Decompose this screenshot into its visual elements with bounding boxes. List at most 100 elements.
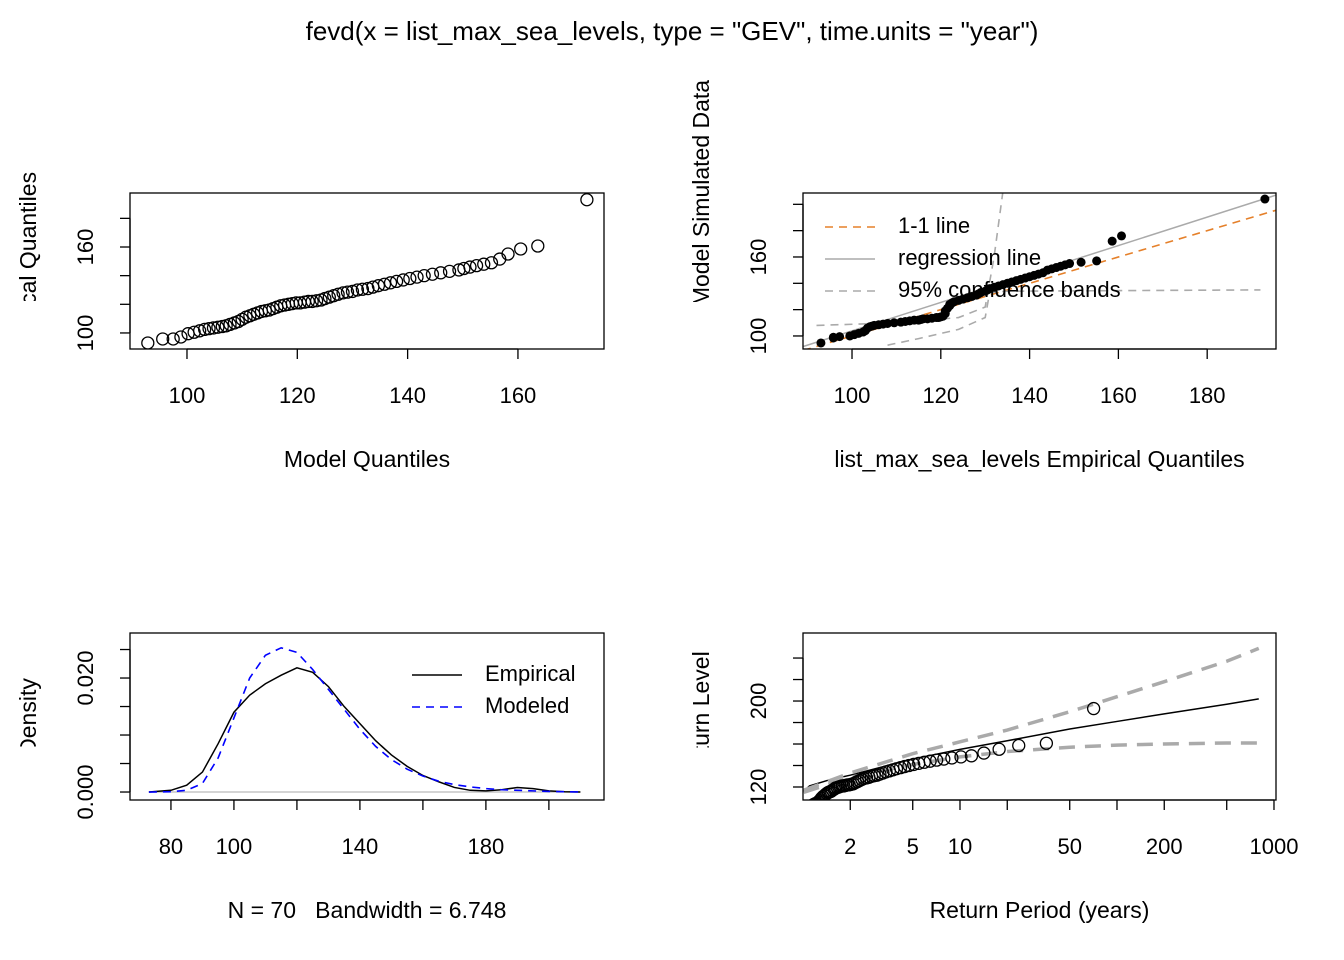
point (580, 193, 594, 207)
point (501, 247, 515, 261)
point (1086, 701, 1101, 716)
series-line (148, 646, 581, 793)
panel: 100 120 140 160 180 100 160 list_max_sea_levels… (688, 80, 1277, 472)
x-tick-label: 140 (1011, 383, 1048, 408)
point (410, 270, 424, 284)
point (174, 330, 188, 344)
point (1092, 256, 1102, 266)
plot-area (803, 193, 1276, 349)
x-tick-label: 160 (1100, 383, 1137, 408)
point (202, 322, 216, 336)
point (383, 276, 398, 290)
x-tick-label: 140 (389, 383, 426, 408)
point (371, 279, 386, 293)
legend-label: regression line (898, 245, 1041, 270)
point (350, 283, 365, 297)
x-tick-label: 100 (216, 834, 253, 859)
series-line (887, 289, 1261, 346)
x-tick-label: 140 (342, 834, 379, 859)
x-tick-label: 2 (844, 834, 856, 859)
point (902, 758, 916, 773)
point (141, 336, 155, 349)
panel: 2 5 10 50 200 1000 120 200 Return Period (years)… (688, 632, 1299, 923)
y-axis-title: Empirical Quantiles (15, 172, 41, 370)
point (469, 258, 484, 273)
point (331, 287, 345, 301)
point (531, 239, 545, 253)
point (907, 757, 921, 772)
panel: 100 120 140 160 100 160 Model Quantiles Empiric… (15, 172, 605, 472)
x-tick-label: 120 (279, 383, 316, 408)
legend-label: Modeled (485, 693, 569, 718)
panel: 80 100 140 180 0.000 0.020 N = 70 Bandwidth = … (15, 632, 605, 923)
point (403, 271, 417, 286)
point (1065, 259, 1075, 269)
point (816, 338, 826, 348)
point (1039, 736, 1054, 750)
x-tick-label: 120 (922, 383, 959, 408)
reference-line (805, 209, 1276, 349)
point (802, 803, 814, 815)
point (305, 294, 319, 309)
point (477, 257, 491, 271)
x-tick-label: 100 (834, 383, 871, 408)
y-tick-label: 160 (73, 229, 98, 266)
point (389, 274, 404, 289)
x-axis-title: N = 70 Bandwidth = 6.748 (228, 897, 507, 923)
point (1107, 236, 1117, 246)
point (309, 294, 324, 308)
point (197, 322, 212, 337)
point (166, 332, 180, 346)
point (835, 332, 845, 342)
point (484, 256, 499, 270)
y-tick-label: 0.020 (73, 650, 98, 705)
point (808, 798, 817, 800)
series-line (816, 193, 1004, 327)
series-line (803, 646, 1260, 792)
point (804, 801, 816, 813)
point (301, 294, 315, 309)
plot-area (148, 646, 581, 793)
point (377, 277, 392, 291)
x-tick-label: 160 (500, 383, 537, 408)
y-axis-title: Density (15, 678, 41, 755)
point (799, 807, 811, 819)
point (977, 746, 991, 760)
point (992, 742, 1006, 756)
point (1117, 231, 1127, 241)
y-tick-label: 100 (746, 318, 771, 355)
point (361, 281, 375, 296)
x-tick-label: 50 (1057, 834, 1081, 859)
y-tick-label: 200 (746, 683, 771, 720)
series-line (803, 741, 1259, 795)
point (396, 273, 410, 287)
y-axis-title: Return Level (688, 651, 714, 781)
point (917, 755, 931, 769)
point (923, 754, 937, 768)
point (442, 264, 457, 279)
point (457, 261, 471, 276)
point (193, 324, 207, 338)
point (964, 749, 979, 763)
x-axis-title: Model Quantiles (284, 446, 450, 472)
x-tick-label: 200 (1146, 834, 1183, 859)
point (1260, 194, 1270, 204)
x-tick-label: 5 (907, 834, 919, 859)
y-axis-title: Quantiles from Model Simulated Data (688, 80, 714, 462)
x-tick-label: 1000 (1250, 834, 1299, 859)
legend-label: 1-1 line (898, 213, 970, 238)
y-tick-label: 0.000 (73, 764, 98, 819)
point (1076, 257, 1086, 267)
x-axis-title: Return Period (years) (930, 897, 1150, 923)
legend-label: 95% confidence bands (898, 277, 1121, 302)
series-line (803, 698, 1259, 792)
point (187, 325, 201, 339)
point (1012, 738, 1026, 753)
point (889, 318, 899, 328)
plot-area (141, 193, 594, 349)
point (937, 752, 951, 766)
point (929, 753, 944, 767)
x-axis-title: list_max_sea_levels Empirical Quantiles (834, 446, 1244, 472)
